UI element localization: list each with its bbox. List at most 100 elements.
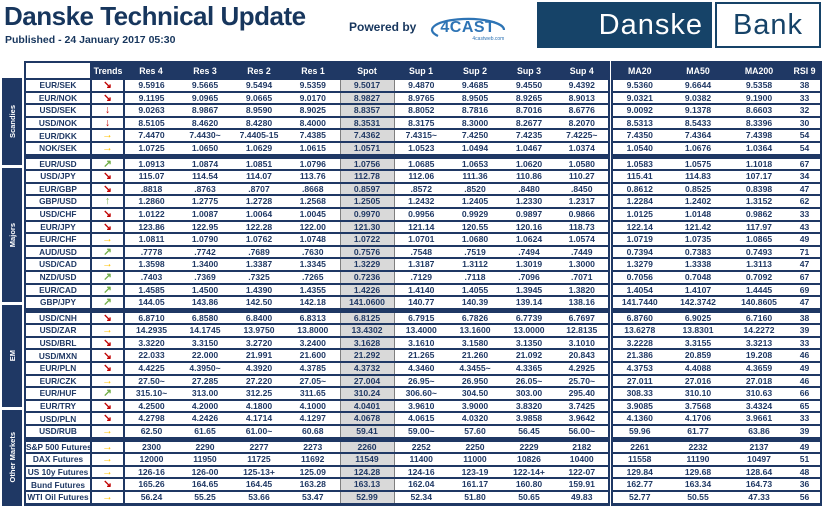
value-res-3: 9.5665 [178,78,232,92]
trend-cell: ↘ [91,219,125,234]
value-ma200: 164.73 [729,477,789,491]
value-sup-1: 1.3187 [394,257,448,271]
value-sup-3: 8.2677 [502,115,556,130]
value-sup-3: 3.1350 [502,335,556,350]
value-ma50: 3.3155 [667,335,729,350]
value-rsi-9: 49 [789,361,821,375]
trend-up-right-arrow-icon: ↗ [103,270,112,283]
value-spot: 310.24 [339,386,395,400]
value-ma200: 0.8398 [729,181,789,196]
value-sup-2: 11000 [448,452,502,466]
value-ma200: 10497 [729,452,789,466]
value-rsi-9: 38 [789,307,821,325]
instrument-name: EUR/SEK [25,78,92,92]
technical-levels-table: Trends Res 4 Res 3 Res 2 Res 1 Spot Sup 1 Sup 2… [24,61,822,506]
value-res-2: 61.00~ [232,424,286,440]
value-sup-2: 111.36 [448,169,502,183]
trend-up-right-arrow-icon: ↗ [103,387,112,400]
trend-cell: ↗ [91,386,125,400]
value-ma200: 1.0865 [729,232,789,246]
value-ma200: 8.6603 [729,103,789,117]
value-res-1: 4.1297 [286,411,340,426]
column-header-ma20: MA20 [607,62,667,79]
value-ma200: 9.5358 [729,78,789,92]
value-res-1: 9.0170 [286,90,340,105]
table-row: EUR/CZK → 27.50~ 27.285 27.220 27.05~ 27.004 26… [25,373,821,388]
value-sup-2: 161.17 [448,477,502,491]
value-spot: 141.0600 [339,295,395,311]
table-row: USD/SEK ↓ 9.0263 8.9867 8.9590 8.9025 8.8357 8.… [25,103,821,117]
value-sup-2: 8.7816 [448,103,502,117]
value-res-4: 56.24 [124,489,178,505]
value-sup-1: 1.4140 [394,282,448,297]
value-res-4: 2300 [124,436,178,454]
value-spot: 8.9827 [339,90,395,105]
technical-table-wrap: Scandies Majors EM Other Markets Trends Res … [0,61,824,506]
powered-by-block: Powered by 4CAST 4castweb.com [349,12,510,42]
value-ma20: 7.4350 [607,128,667,142]
value-spot: 0.8597 [339,181,395,196]
value-res-4: 126-16 [124,464,178,479]
value-sup-1: .7548 [394,244,448,259]
value-res-2: 11725 [232,452,286,466]
value-res-1: 6.8313 [286,307,340,325]
column-header-res-1: Res 1 [286,62,340,79]
value-res-2: 21.991 [232,348,286,363]
trend-down-right-arrow-icon: ↘ [103,207,112,220]
trend-down-right-arrow-icon: ↘ [103,220,112,233]
instrument-name: USD/PLN [25,411,92,426]
value-ma50: 8.5433 [667,115,729,130]
value-res-1: 8.9025 [286,103,340,117]
value-sup-1: .8572 [394,181,448,196]
trend-cell: → [91,128,125,142]
value-spot: 0.7236 [339,269,395,284]
value-ma200: 47.33 [729,489,789,505]
value-sup-3: 160.80 [502,477,556,491]
value-sup-3: 50.65 [502,489,556,505]
table-row: NZD/USD ↗ .7403.7369.7325.7265 0.7236.7129.… [25,269,821,284]
value-res-3: .7742 [178,244,232,259]
value-sup-3: 1.0620 [502,153,556,171]
value-res-4: 1.0913 [124,153,178,171]
value-sup-1: .7129 [394,269,448,284]
value-sup-3: 110.86 [502,169,556,183]
4cast-wordmark: 4CAST [440,19,496,36]
value-res-3: 126-00 [178,464,232,479]
value-ma20: 1.0125 [607,206,667,221]
value-spot: 59.41 [339,424,395,440]
column-header-sup-3: Sup 3 [502,62,556,79]
value-ma50: 50.55 [667,489,729,505]
value-res-2: 4.1800 [232,398,286,413]
value-ma20: 3.9085 [607,398,667,413]
value-rsi-9: 48 [789,464,821,479]
value-ma50: 0.7048 [667,269,729,284]
value-ma50: 310.10 [667,386,729,400]
value-ma50: 1.4107 [667,282,729,297]
value-sup-3: 1.0467 [502,140,556,157]
value-res-4: 4.4225 [124,361,178,375]
group-label-majors: Majors [2,168,22,302]
value-res-3: 3.3150 [178,335,232,350]
value-res-1: 1.0615 [286,140,340,157]
value-ma50: 9.6644 [667,78,729,92]
value-sup-1: 52.34 [394,489,448,505]
value-sup-4: 0.9866 [556,206,610,221]
trend-cell: ↘ [91,348,125,363]
value-res-1: .7630 [286,244,340,259]
trend-up-right-arrow-icon: ↗ [103,245,112,258]
value-sup-3: 120.16 [502,219,556,234]
value-sup-3: .8480 [502,181,556,196]
table-row: USD/PLN ↘ 4.2798 4.2426 4.1714 4.1297 4.0678 4.… [25,411,821,426]
value-spot: 21.292 [339,348,395,363]
value-ma20: 162.77 [607,477,667,491]
value-ma20: 115.41 [607,169,667,183]
group-label-other-markets: Other Markets [2,409,22,506]
value-sup-1: 2252 [394,436,448,454]
value-sup-3: 139.14 [502,295,556,311]
value-res-2: 1.0629 [232,140,286,157]
value-sup-3: 6.7739 [502,307,556,325]
value-ma20: 21.386 [607,348,667,363]
value-sup-2: 0.9929 [448,206,502,221]
value-res-2: 8.4280 [232,115,286,130]
value-sup-4: 12.8135 [556,323,610,337]
